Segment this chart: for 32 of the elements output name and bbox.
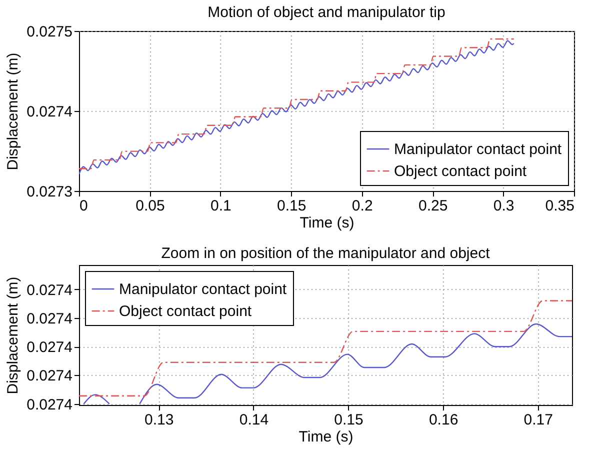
- y-tick-label: 0.0274: [26, 339, 72, 356]
- x-tick-label: 0.2: [352, 198, 373, 214]
- line-series: [79, 300, 572, 396]
- x-tick-label: 0.16: [428, 412, 458, 428]
- y-axis-title: Displacement (m): [4, 276, 22, 394]
- y-tick-label: 0.0274: [26, 282, 72, 299]
- y-tick-label: 0.0274: [26, 310, 72, 328]
- y-tick-label: 0.0275: [26, 24, 72, 40]
- y-tick-label: 0.0274: [26, 396, 72, 414]
- x-tick-label: 0.25: [418, 198, 448, 214]
- y-tick-label: 0.0273: [26, 184, 72, 200]
- x-tick-label: 0.1: [210, 198, 232, 214]
- x-tick-label: 0.17: [524, 412, 553, 428]
- x-axis-title: Time (s): [298, 428, 354, 446]
- x-tick-label: 0.14: [239, 412, 269, 428]
- y-tick-label: 0.0274: [26, 368, 72, 385]
- y-tick-label: 0.0274: [26, 104, 72, 120]
- legend-label: Object contact point: [394, 163, 528, 180]
- x-tick-label: 0.05: [136, 198, 165, 214]
- x-axis-title: Time (s): [300, 214, 354, 232]
- x-tick-label: 0.13: [144, 412, 174, 428]
- chart-title: Motion of object and manipulator tip: [208, 4, 446, 21]
- x-tick-label: 0: [80, 198, 88, 214]
- legend-label: Manipulator contact point: [119, 281, 288, 298]
- legend-label: Object contact point: [119, 303, 252, 320]
- x-tick-label: 0.15: [334, 412, 364, 428]
- x-tick-label: 0.3: [493, 198, 514, 214]
- legend-label: Manipulator contact point: [394, 141, 562, 158]
- x-tick-label: 0.15: [277, 198, 306, 214]
- chart-title: Zoom in on position of the manipulator and object: [161, 245, 491, 262]
- x-tick-label: 0.35: [545, 198, 574, 214]
- y-axis-title: Displacement (m): [4, 52, 22, 170]
